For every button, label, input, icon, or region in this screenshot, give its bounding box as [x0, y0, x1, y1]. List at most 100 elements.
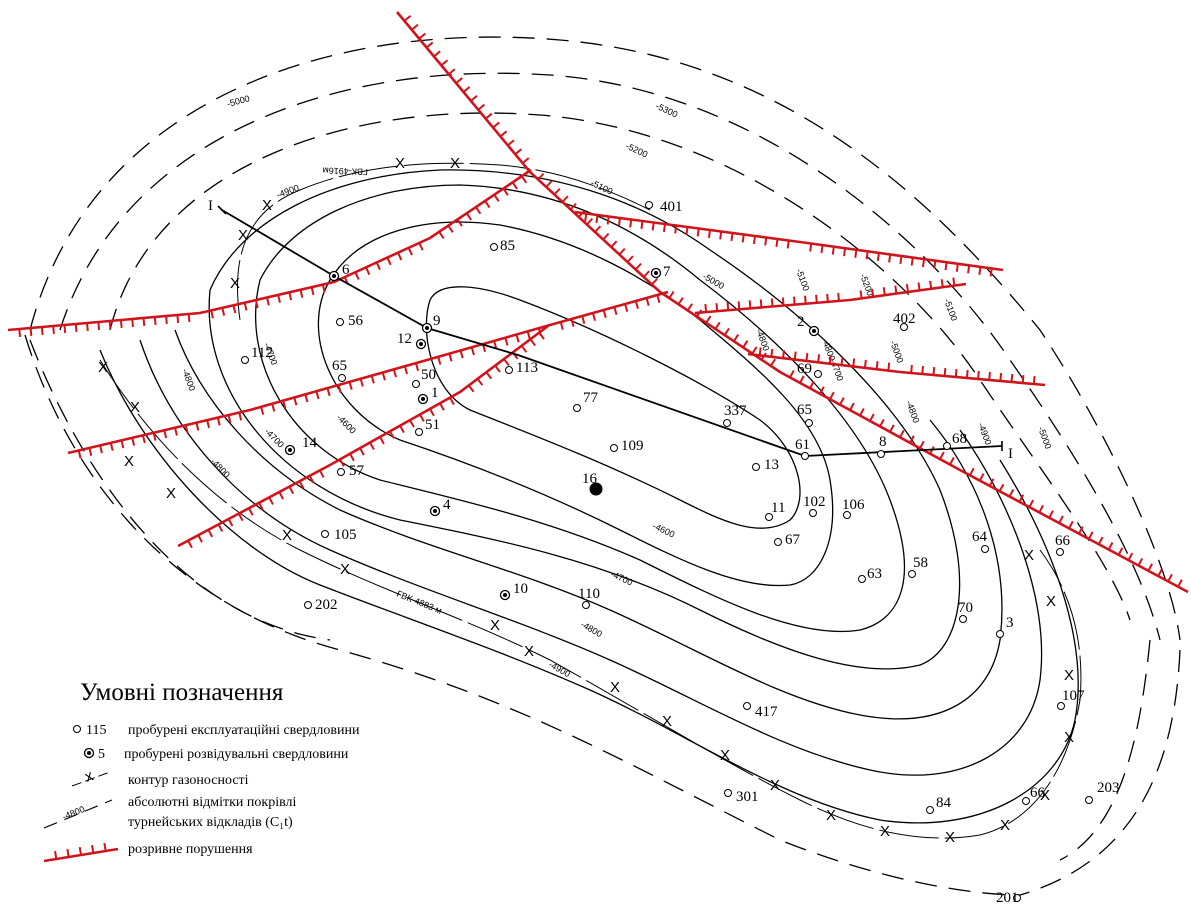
production-well: 401	[645, 199, 683, 215]
fault-tick	[988, 478, 995, 487]
fault-tick	[840, 357, 844, 366]
svg-text:57: 57	[349, 463, 365, 479]
exploration-well: 2	[797, 314, 820, 337]
production-well: 67	[774, 532, 801, 548]
production-well: 113	[505, 360, 538, 376]
fault-tick	[714, 321, 721, 330]
fault-tick	[438, 231, 445, 240]
fault-tick	[876, 252, 880, 261]
fault-tick	[207, 529, 214, 538]
fault-tick	[999, 372, 1003, 382]
fault-tick	[781, 297, 785, 306]
production-well: 203	[1085, 780, 1120, 804]
fault-tick	[758, 347, 762, 356]
fault-tick	[570, 318, 575, 327]
fault-tick	[492, 121, 500, 129]
svg-text:16: 16	[582, 471, 598, 487]
fault-tick	[187, 313, 191, 323]
svg-text:8: 8	[879, 434, 887, 450]
fault-tick	[1010, 373, 1014, 383]
fault-tick	[917, 282, 921, 291]
svg-text:X: X	[720, 747, 730, 764]
svg-text:X: X	[662, 713, 672, 730]
fault-tick	[354, 271, 360, 280]
fault-tick	[526, 331, 531, 340]
fault-tick	[433, 50, 441, 58]
legend-item-label: пробурені розвідувальні свердловини	[124, 747, 349, 762]
production-well: 84	[926, 795, 952, 814]
fault-tick	[108, 320, 112, 330]
svg-text:401: 401	[660, 199, 683, 215]
fault-tick	[375, 262, 381, 271]
fault-tick	[626, 255, 634, 263]
fault-tick	[507, 139, 515, 147]
fault-tick	[910, 257, 914, 266]
svg-text:63: 63	[867, 566, 882, 582]
fault-tick	[465, 212, 473, 221]
fault-tick	[869, 413, 875, 422]
svg-text:X: X	[98, 359, 108, 376]
legend-item-label: абсолютні відмітки покрівлі	[128, 795, 297, 810]
fault-tick	[889, 424, 895, 433]
fault-tick	[998, 483, 1005, 492]
svg-text:105: 105	[334, 527, 357, 543]
fault-tick	[238, 412, 243, 421]
fault-tick	[561, 195, 569, 203]
contour-label: -4700	[609, 569, 634, 588]
production-well: 66	[1022, 785, 1046, 805]
fault-tick	[521, 157, 530, 164]
gas-contour-marks: X X X X X X X X X X X X X X X X X X X X …	[98, 155, 1074, 846]
fault-tick	[613, 306, 618, 315]
production-well: 64	[972, 529, 989, 553]
fault-tick	[502, 187, 509, 196]
fault-tick	[804, 295, 807, 304]
fault-tick	[751, 346, 758, 355]
fault-tick	[651, 222, 655, 231]
svg-text:X: X	[524, 643, 534, 660]
fault-tick	[499, 130, 508, 138]
fault-tick	[369, 442, 375, 451]
fault-tick	[640, 220, 644, 230]
fault-tick	[359, 378, 364, 387]
fault-tick	[586, 217, 594, 226]
svg-text:14: 14	[302, 435, 318, 451]
contour-label: -4800	[180, 367, 197, 392]
fault-tick	[260, 406, 265, 415]
fault-tick	[553, 187, 561, 196]
fault-tick	[955, 263, 959, 272]
fault-tick	[602, 309, 607, 318]
contour-label: -4600	[335, 412, 358, 435]
fault-tick	[943, 367, 947, 377]
fault-tick	[656, 294, 661, 303]
fault-tick	[459, 350, 464, 359]
fault-tick	[494, 365, 501, 373]
svg-text:X: X	[1000, 817, 1010, 834]
fault-tick	[448, 68, 456, 75]
fault-tick	[865, 251, 869, 260]
svg-text:X: X	[1064, 667, 1074, 684]
fault-tick	[277, 294, 281, 303]
svg-text:X: X	[1024, 547, 1034, 564]
svg-text:X: X	[395, 155, 405, 172]
fault-tick	[1107, 542, 1114, 551]
fault-tick	[882, 287, 886, 296]
exploration-well: 4	[429, 497, 451, 517]
contour-label-group: -4600 -4700 -4800 -4900 -4800 -4700 -480…	[180, 93, 1053, 679]
fault-tick	[839, 397, 845, 406]
exploration-well: 6	[328, 262, 350, 282]
production-well: 105	[321, 527, 357, 543]
fault-tick	[545, 180, 553, 188]
exploration-well: 9	[421, 313, 441, 334]
fault-tick	[1078, 526, 1084, 535]
fault-tick	[163, 430, 168, 439]
fault-tick	[939, 451, 945, 460]
fault-tick	[854, 249, 858, 258]
svg-text:X: X	[230, 275, 240, 292]
production-well: 50	[412, 367, 436, 388]
fault-tick	[910, 364, 913, 374]
production-well: 201	[996, 890, 1021, 905]
production-well: 85	[490, 238, 515, 254]
svg-text:7: 7	[663, 264, 671, 280]
production-well: 417	[743, 702, 778, 720]
fault-tick	[419, 413, 425, 422]
